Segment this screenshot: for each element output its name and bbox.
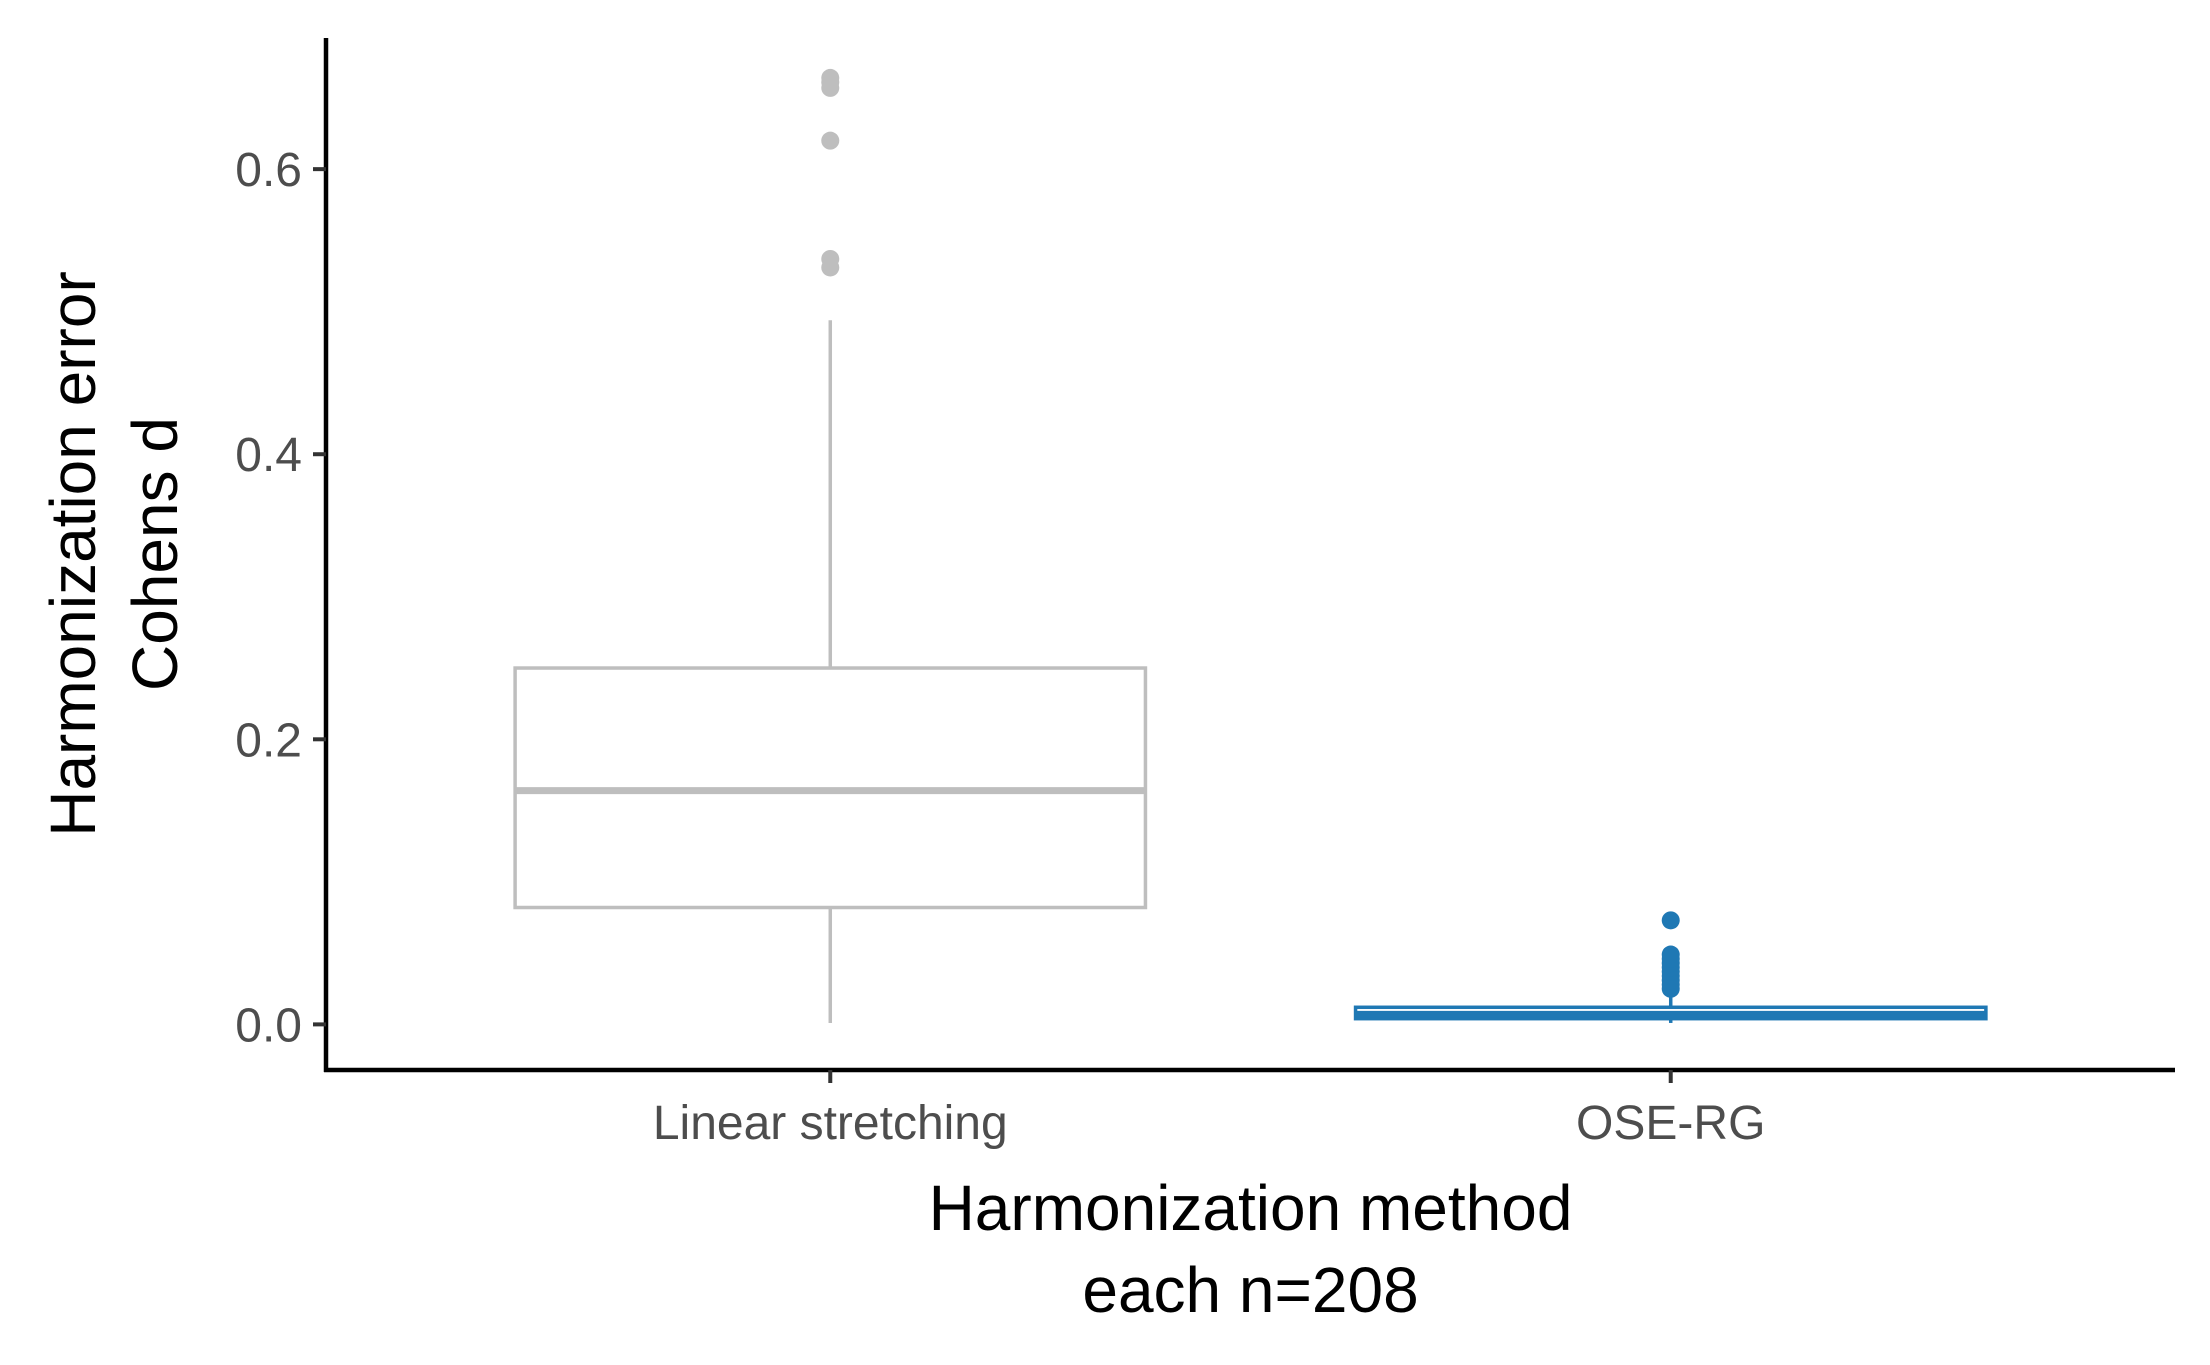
outlier-point [821, 68, 840, 87]
x-tick-label: Linear stretching [653, 1097, 1008, 1150]
plot-marks [513, 68, 1988, 1023]
axes: 0.0 0.2 0.4 0.6 Linear stretching OSE-RG [235, 38, 2175, 1150]
x-axis-title: Harmonization method [929, 1172, 1573, 1244]
y-axis-title: Cohens d [119, 417, 191, 691]
outlier-point [821, 131, 840, 150]
y-axis-title: Harmonization error [37, 271, 109, 837]
x-axis-title: each n=208 [1082, 1254, 1418, 1326]
y-tick-label: 0.4 [235, 429, 302, 482]
y-tick-label: 0.0 [235, 999, 302, 1052]
box-group-2 [1353, 911, 1988, 1023]
axis-labels: Harmonization method each n=208 Harmonizat… [37, 271, 1572, 1326]
y-tick-label: 0.2 [235, 714, 302, 767]
outlier-point [821, 249, 840, 268]
x-tick-label: OSE-RG [1576, 1097, 1765, 1150]
outlier-point [1661, 945, 1680, 964]
box-group-1 [513, 68, 1148, 1023]
outlier-point [1661, 911, 1680, 930]
y-tick-label: 0.6 [235, 144, 302, 197]
